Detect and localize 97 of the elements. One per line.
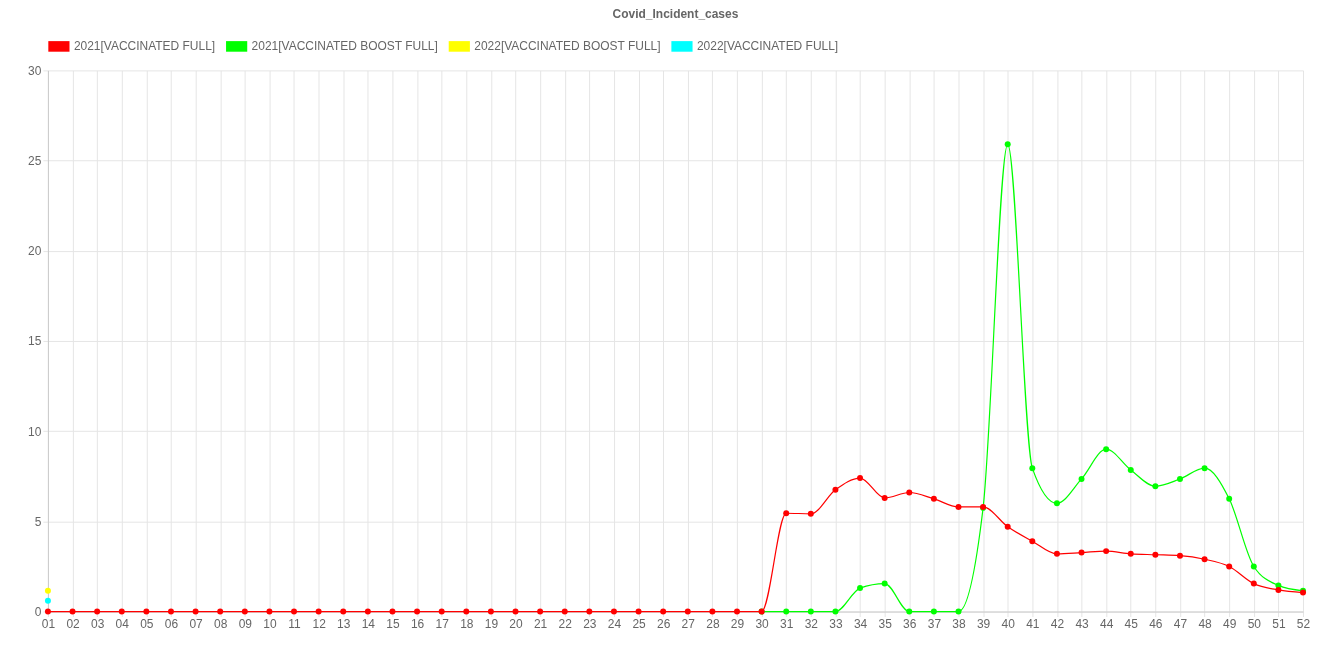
x-tick-label: 31 — [780, 617, 794, 632]
point — [1004, 141, 1011, 148]
point — [1226, 495, 1233, 502]
x-tick-label: 23 — [583, 617, 597, 632]
x-tick-label: 52 — [1296, 617, 1311, 632]
point — [1127, 466, 1134, 473]
x-tick-label: 19 — [484, 617, 499, 632]
x-tick-label: 12 — [312, 617, 327, 632]
point — [1127, 550, 1134, 557]
x-tick-label: 30 — [755, 617, 770, 632]
x-tick-label: 11 — [288, 617, 302, 632]
point — [1078, 549, 1085, 556]
point — [881, 494, 888, 501]
x-tick-label: 32 — [804, 617, 819, 632]
x-tick-label: 49 — [1223, 617, 1237, 632]
y-tick-label: 0 — [34, 605, 42, 620]
x-tick-label: 25 — [632, 617, 647, 632]
y-tick-label: 5 — [34, 514, 42, 529]
x-tick-label: 18 — [460, 617, 474, 632]
point — [1029, 538, 1036, 545]
point — [832, 486, 839, 493]
x-tick-label: 33 — [829, 617, 843, 632]
point — [906, 489, 913, 496]
x-tick-label: 03 — [90, 617, 105, 632]
x-tick-label: 50 — [1247, 617, 1262, 632]
x-tick-label: 26 — [657, 617, 671, 632]
x-tick-label: 45 — [1124, 617, 1139, 632]
point — [1078, 475, 1085, 482]
x-tick-label: 37 — [927, 617, 942, 632]
point — [1029, 465, 1036, 472]
point — [1250, 580, 1257, 587]
legend-label: 2021[VACCINATED FULL] — [73, 39, 216, 54]
point — [881, 580, 888, 587]
x-tick-label: 14 — [361, 617, 376, 632]
x-tick-label: 43 — [1075, 617, 1090, 632]
chart-title: Covid_Incident_cases — [612, 7, 739, 22]
x-tick-label: 47 — [1173, 617, 1188, 632]
x-tick-label: 15 — [386, 617, 400, 632]
x-tick-label: 38 — [952, 617, 966, 632]
x-tick-label: 05 — [140, 617, 154, 632]
point — [955, 503, 962, 510]
x-tick-label: 01 — [41, 617, 56, 632]
point — [1201, 465, 1208, 472]
x-tick-label: 20 — [509, 617, 523, 632]
x-tick-label: 51 — [1272, 617, 1286, 632]
x-tick-label: 44 — [1099, 617, 1114, 632]
point — [1004, 523, 1011, 530]
x-tick-label: 36 — [903, 617, 917, 632]
x-tick-label: 16 — [410, 617, 425, 632]
x-tick-label: 46 — [1149, 617, 1163, 632]
y-tick-label: 10 — [28, 424, 42, 439]
point — [807, 510, 814, 517]
point — [1053, 550, 1060, 557]
legend-label: 2021[VACCINATED BOOST FULL] — [251, 39, 438, 54]
point — [1053, 500, 1060, 507]
x-tick-label: 42 — [1050, 617, 1065, 632]
point — [783, 510, 790, 517]
y-tick-label: 15 — [28, 334, 42, 349]
x-tick-label: 48 — [1198, 617, 1213, 632]
x-tick-label: 04 — [115, 617, 130, 632]
x-tick-label: 35 — [878, 617, 893, 632]
x-tick-label: 13 — [337, 617, 351, 632]
x-tick-label: 21 — [533, 617, 548, 632]
point — [930, 495, 937, 502]
point — [1152, 483, 1159, 490]
x-tick-label: 02 — [66, 617, 81, 632]
y-tick-label: 20 — [28, 244, 42, 259]
x-tick-label: 27 — [681, 617, 696, 632]
point — [1176, 552, 1183, 559]
x-tick-label: 06 — [164, 617, 179, 632]
point — [1103, 548, 1110, 555]
x-tick-label: 40 — [1001, 617, 1016, 632]
point — [1275, 586, 1282, 593]
x-tick-label: 17 — [435, 617, 450, 632]
x-tick-label: 28 — [706, 617, 720, 632]
legend-label: 2022[VACCINATED FULL] — [696, 39, 839, 54]
x-tick-label: 41 — [1026, 617, 1040, 632]
x-tick-label: 22 — [558, 617, 573, 632]
x-tick-label: 09 — [238, 617, 253, 632]
point — [1201, 556, 1208, 563]
point — [857, 585, 864, 592]
point — [1152, 551, 1159, 558]
point — [1176, 475, 1183, 482]
point — [1226, 563, 1233, 570]
legend-label: 2022[VACCINATED BOOST FULL] — [474, 39, 661, 54]
x-tick-label: 07 — [189, 617, 204, 632]
x-tick-label: 08 — [214, 617, 228, 632]
x-tick-label: 39 — [976, 617, 991, 632]
y-tick-label: 30 — [28, 63, 42, 78]
point — [857, 475, 864, 482]
point — [1103, 446, 1110, 453]
x-tick-label: 24 — [607, 617, 622, 632]
point — [1250, 563, 1257, 570]
x-tick-label: 34 — [853, 617, 868, 632]
x-tick-label: 10 — [263, 617, 277, 632]
x-tick-label: 29 — [730, 617, 745, 632]
y-tick-label: 25 — [28, 154, 42, 169]
